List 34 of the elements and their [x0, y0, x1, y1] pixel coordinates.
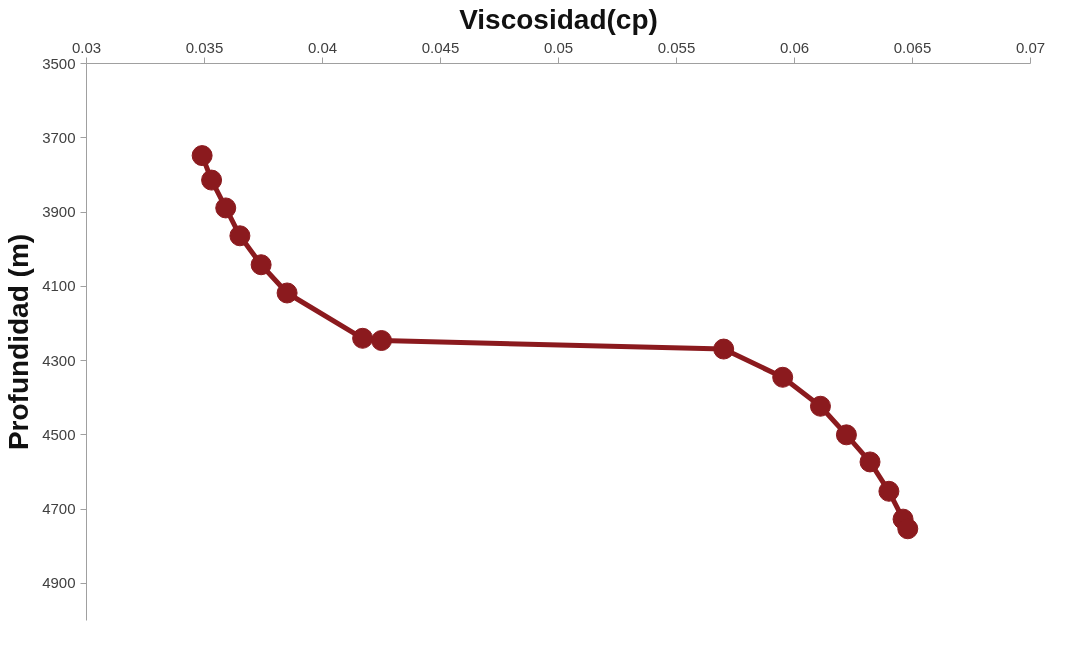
point	[897, 518, 919, 540]
point	[835, 424, 857, 446]
x-tick-label: 0.055	[657, 38, 696, 56]
point	[878, 480, 900, 502]
x-tick-label: 0.03	[71, 38, 102, 56]
y-tick-label: 3500	[42, 54, 76, 72]
point	[809, 395, 831, 417]
point	[215, 197, 237, 219]
point	[250, 254, 272, 276]
point	[772, 366, 794, 388]
y-tick-label: 4700	[42, 500, 76, 518]
x-tick-label: 0.06	[779, 38, 810, 56]
y-axis-title: Profundidad (m)	[3, 233, 35, 451]
x-tick-label: 0.035	[185, 38, 224, 56]
x-tick-label: 0.07	[1015, 38, 1046, 56]
x-tick-label: 0.05	[543, 38, 574, 56]
point	[229, 225, 251, 247]
x-tick-label: 0.065	[893, 38, 932, 56]
y-tick-label: 4300	[42, 351, 76, 369]
x-tick-label: 0.04	[307, 38, 338, 56]
point	[276, 282, 298, 304]
point	[201, 169, 223, 191]
x-tick-label: 0.045	[421, 38, 460, 56]
y-tick-label: 4100	[42, 277, 76, 295]
x-axis-title: Viscosidad(cp)	[459, 3, 658, 35]
point	[191, 145, 213, 167]
y-tick-label: 3700	[42, 128, 76, 146]
point	[371, 330, 392, 351]
y-tick-label: 4900	[42, 574, 76, 592]
y-tick-label: 4500	[42, 425, 76, 443]
y-tick-label: 3900	[42, 203, 76, 221]
point	[859, 451, 881, 473]
point	[713, 338, 735, 360]
point	[352, 327, 374, 349]
